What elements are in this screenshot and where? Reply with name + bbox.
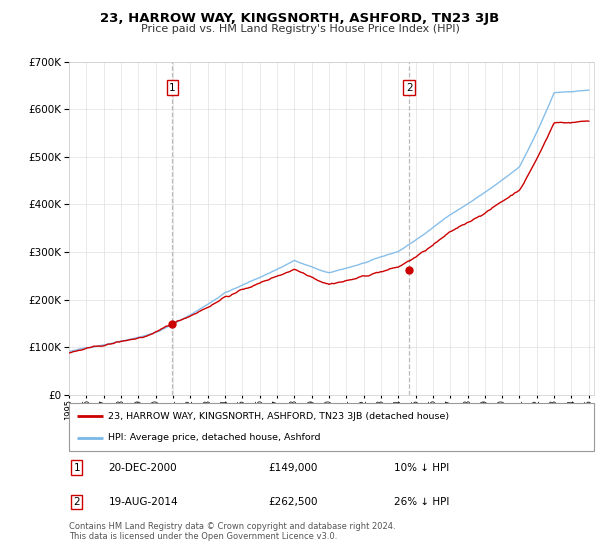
Text: 23, HARROW WAY, KINGSNORTH, ASHFORD, TN23 3JB: 23, HARROW WAY, KINGSNORTH, ASHFORD, TN2… xyxy=(100,12,500,25)
Text: 2: 2 xyxy=(74,497,80,507)
Text: 10% ↓ HPI: 10% ↓ HPI xyxy=(395,463,450,473)
FancyBboxPatch shape xyxy=(69,403,594,451)
Text: £262,500: £262,500 xyxy=(269,497,318,507)
Text: 1: 1 xyxy=(74,463,80,473)
Text: £149,000: £149,000 xyxy=(269,463,318,473)
Text: Contains HM Land Registry data © Crown copyright and database right 2024.
This d: Contains HM Land Registry data © Crown c… xyxy=(69,522,395,542)
Text: 23, HARROW WAY, KINGSNORTH, ASHFORD, TN23 3JB (detached house): 23, HARROW WAY, KINGSNORTH, ASHFORD, TN2… xyxy=(109,412,449,421)
Text: HPI: Average price, detached house, Ashford: HPI: Average price, detached house, Ashf… xyxy=(109,433,321,442)
Text: 1: 1 xyxy=(169,83,176,93)
Text: 19-AUG-2014: 19-AUG-2014 xyxy=(109,497,178,507)
Text: 2: 2 xyxy=(406,83,412,93)
Text: Price paid vs. HM Land Registry's House Price Index (HPI): Price paid vs. HM Land Registry's House … xyxy=(140,24,460,34)
Text: 20-DEC-2000: 20-DEC-2000 xyxy=(109,463,177,473)
Text: 26% ↓ HPI: 26% ↓ HPI xyxy=(395,497,450,507)
